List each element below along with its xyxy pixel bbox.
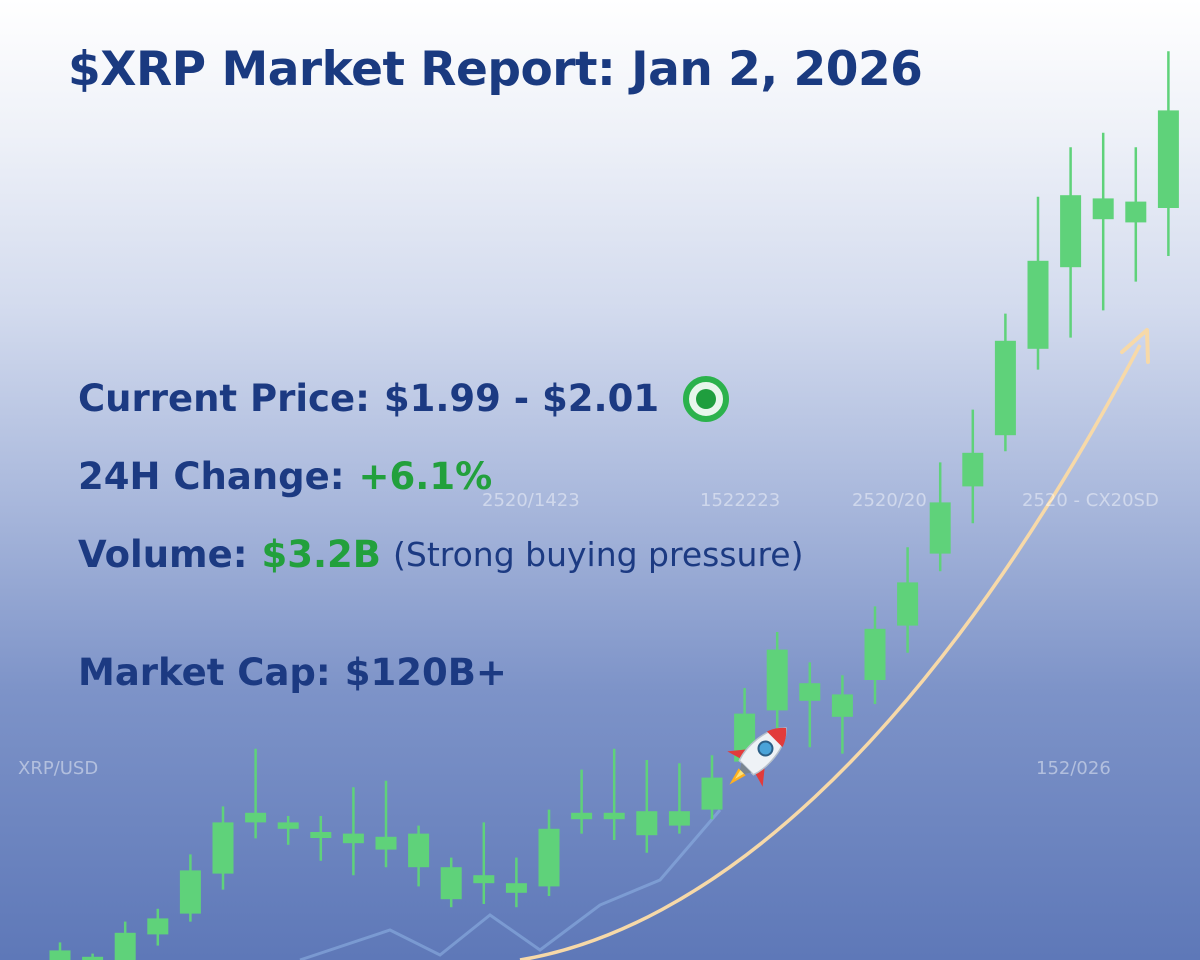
candle-body <box>147 918 169 935</box>
candle-body <box>342 833 364 844</box>
market-cap-row: Market Cap: $120B+ <box>78 634 803 712</box>
candle-body <box>82 956 104 960</box>
candle <box>277 816 299 845</box>
volume-label: Volume: <box>78 533 248 576</box>
candle <box>668 763 690 834</box>
market-cap-label: Market Cap: <box>78 651 331 694</box>
candle-body <box>1092 198 1114 220</box>
candle <box>897 547 919 653</box>
candle <box>505 857 527 908</box>
current-price-row: Current Price: $1.99 - $2.01 <box>78 360 803 438</box>
candle <box>310 816 332 861</box>
change-value: +6.1% <box>358 455 493 498</box>
candle <box>929 462 951 572</box>
change-label: 24H Change: <box>78 455 345 498</box>
candle <box>1027 196 1049 370</box>
candle <box>1125 147 1147 282</box>
candle <box>962 409 984 524</box>
candle <box>408 825 430 887</box>
candle <box>342 787 364 876</box>
candle <box>1157 51 1179 256</box>
candle-body <box>1157 110 1179 208</box>
candle <box>1092 132 1114 311</box>
candle-body <box>831 694 853 717</box>
candle-body <box>701 777 723 810</box>
candle <box>994 313 1016 452</box>
candle-body <box>571 812 593 820</box>
candle-body <box>49 950 71 960</box>
candle <box>49 942 71 960</box>
candle-body <box>1125 201 1147 223</box>
candle <box>701 755 723 820</box>
candle-body <box>179 870 201 914</box>
current-price-value: $1.99 - $2.01 <box>383 377 660 420</box>
market-cap-value: $120B+ <box>344 651 507 694</box>
candle <box>212 806 234 890</box>
background-label-date-mid: 1522223 <box>700 490 781 511</box>
candle-body <box>473 875 495 884</box>
candle <box>179 854 201 922</box>
candle <box>114 921 136 960</box>
candle <box>1060 147 1082 338</box>
candle-body <box>245 812 267 823</box>
background-label-pair-right: 2520 - CX20SD <box>1022 490 1159 511</box>
candle-body <box>929 502 951 554</box>
rocket-icon <box>727 727 787 787</box>
candle <box>603 748 625 840</box>
candle <box>831 675 853 754</box>
candle-body <box>408 833 430 868</box>
candle <box>571 769 593 834</box>
change-row: 24H Change: +6.1% <box>78 438 803 516</box>
candle-body <box>505 883 527 893</box>
candle <box>82 953 104 960</box>
market-stats: Current Price: $1.99 - $2.01 24H Change:… <box>78 360 803 712</box>
candle-body <box>897 582 919 626</box>
page-title: $XRP Market Report: Jan 2, 2026 <box>68 42 923 97</box>
background-label-pair-left: XRP/USD <box>18 758 99 779</box>
candle-body <box>994 340 1016 436</box>
candle-body <box>636 811 658 836</box>
candle <box>147 908 169 946</box>
candle <box>440 857 462 908</box>
candle <box>473 822 495 904</box>
candle-body <box>1027 260 1049 349</box>
candle-body <box>375 836 397 850</box>
candle-body <box>799 683 821 701</box>
candle <box>636 760 658 853</box>
candle-body <box>962 452 984 487</box>
volume-row: Volume: $3.2B (Strong buying pressure) <box>78 516 803 594</box>
current-price-label: Current Price: <box>78 377 370 420</box>
candle <box>538 809 560 896</box>
candle-body <box>440 867 462 900</box>
trend-arrow-icon <box>519 328 1150 960</box>
candle-body <box>1060 195 1082 268</box>
candle-body <box>310 832 332 838</box>
candle <box>375 780 397 868</box>
candle-body <box>114 932 136 960</box>
candle <box>799 662 821 748</box>
background-label-bottom-right: 152/026 <box>1036 758 1111 779</box>
candle-body <box>603 812 625 820</box>
faint-trend-line <box>299 809 722 960</box>
candle <box>864 606 886 704</box>
candle-body <box>668 811 690 826</box>
candle-body <box>212 822 234 874</box>
candle-body <box>277 822 299 829</box>
candle-body <box>864 628 886 680</box>
background-label-date-right: 2520/20 <box>852 490 927 511</box>
candle <box>245 748 267 839</box>
volume-note: (Strong buying pressure) <box>393 535 804 574</box>
candle-body <box>538 828 560 887</box>
background-label-date-left: 2520/1423 <box>482 490 580 511</box>
green-circle-icon <box>683 376 730 422</box>
candle-body <box>766 649 788 711</box>
volume-value: $3.2B <box>261 533 382 576</box>
